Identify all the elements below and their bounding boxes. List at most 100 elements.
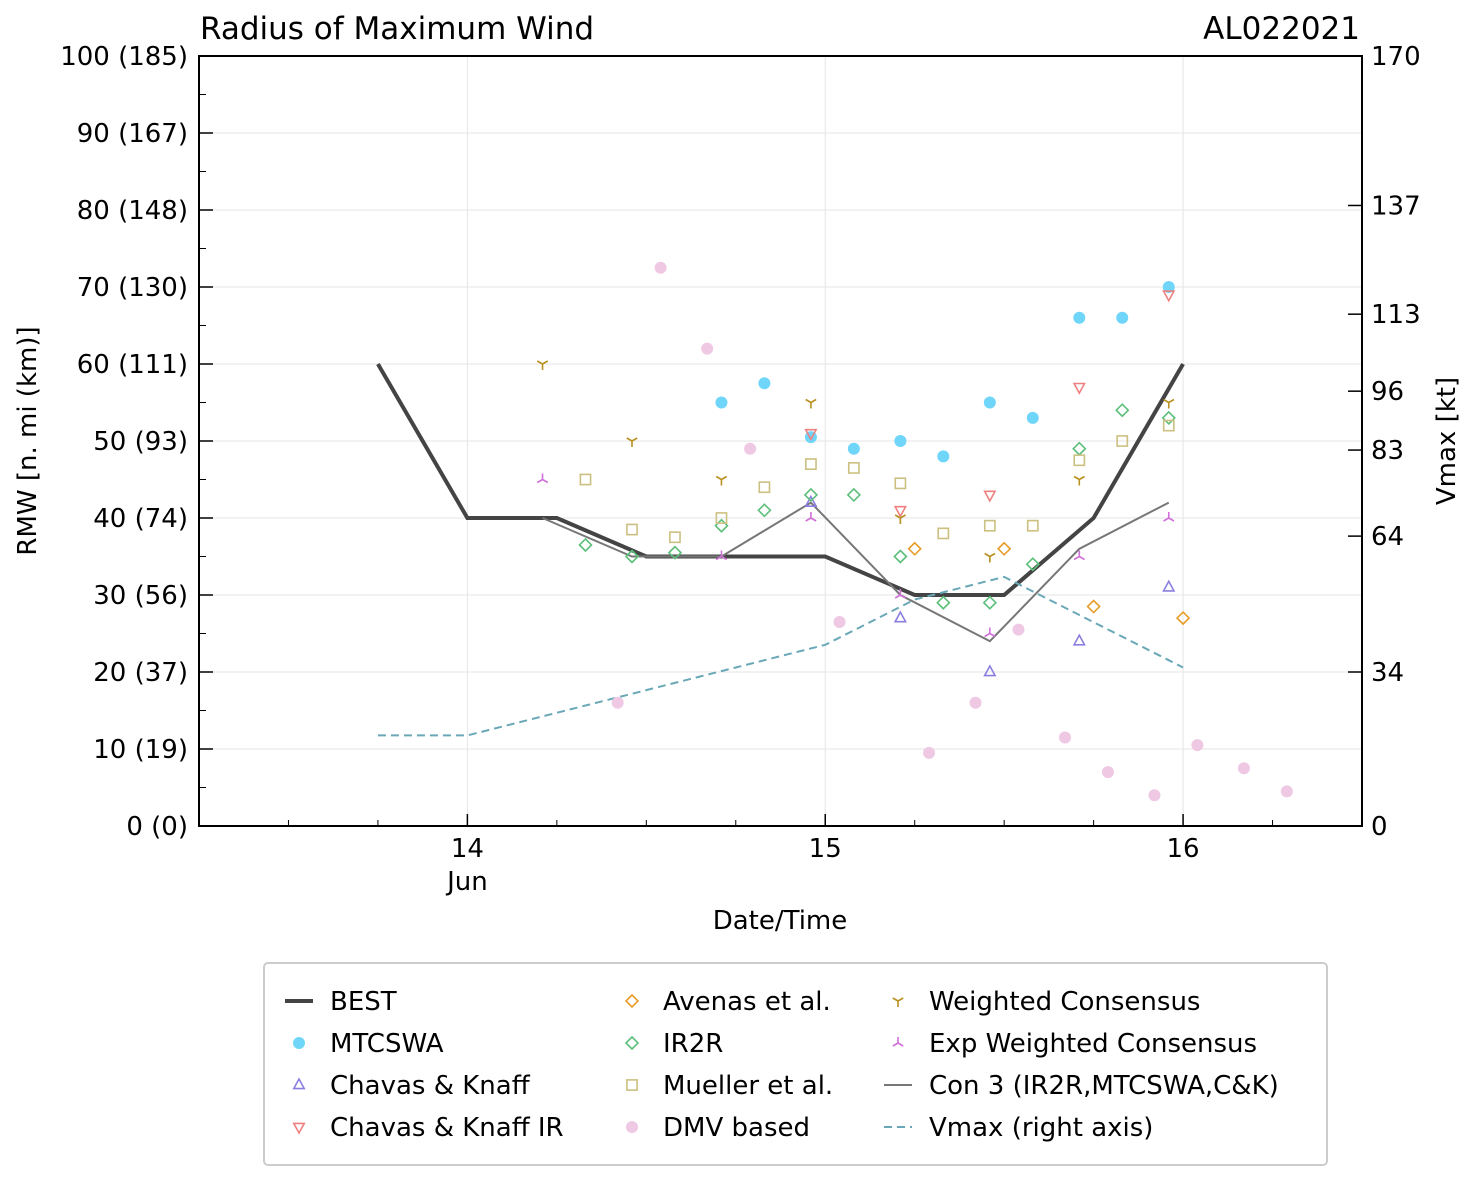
exp-weighted-consensus-point xyxy=(536,473,549,484)
dmv-based-point xyxy=(923,746,936,759)
mtcswa-point xyxy=(1116,311,1129,324)
x-axis-label: Date/Time xyxy=(713,906,848,936)
vmax-right-axis-line xyxy=(377,575,1184,737)
x-tick-label: 15 xyxy=(809,834,842,864)
dmv-based-point xyxy=(1148,789,1161,802)
ir2r-point xyxy=(982,595,997,610)
ir2r-point xyxy=(1025,557,1040,572)
ir2r-point xyxy=(1161,410,1176,426)
dmv-based-point xyxy=(969,696,982,709)
y-tick-label: 60 (111) xyxy=(77,350,188,380)
con-3-ir2r-mtcswa-c-k-line xyxy=(542,501,1170,643)
weighted-consensus-point xyxy=(715,475,728,486)
y2-tick-label: 64 xyxy=(1371,522,1404,552)
dmv-based-point xyxy=(1058,731,1071,744)
y-tick-label: 80 (148) xyxy=(77,196,188,226)
legend-swatch-ir2r xyxy=(624,1035,640,1051)
weighted-consensus-point xyxy=(1073,475,1085,486)
exp-weighted-consensus-point xyxy=(805,512,817,522)
chavas-knaff-ir-point xyxy=(983,490,997,503)
best-line xyxy=(376,362,1185,597)
legend-label-exp-weighted-consensus: Exp Weighted Consensus xyxy=(929,1029,1257,1059)
y2-axis-label: Vmax [kt] xyxy=(1432,377,1462,505)
ir2r-point xyxy=(714,518,729,533)
ir2r-point xyxy=(757,503,772,518)
chavas-knaff-ir-point xyxy=(804,428,818,441)
weighted-consensus-point xyxy=(536,360,549,370)
y2-tick-label: 113 xyxy=(1371,300,1421,330)
ir2r-point xyxy=(936,595,951,610)
mtcswa-point xyxy=(983,396,996,409)
avenas-et-al-point xyxy=(1086,599,1101,614)
y-tick-label: 10 (19) xyxy=(93,735,188,765)
dmv-based-point xyxy=(744,442,757,455)
mtcswa-point xyxy=(1026,411,1039,424)
mueller-et-al-point xyxy=(1162,419,1175,432)
dmv-based-point xyxy=(1012,623,1025,636)
chavas-knaff-ir-point xyxy=(893,505,907,518)
legend-swatch-dmv-based xyxy=(626,1121,638,1133)
legend: BEST MTCSWA Chavas & Knaff Chavas & Knaff I… xyxy=(263,962,1328,1166)
legend-label-ir2r: IR2R xyxy=(663,1029,723,1059)
legend-label-mtcswa: MTCSWA xyxy=(330,1029,444,1059)
y-tick-label: 30 (56) xyxy=(93,581,188,611)
mueller-et-al-point xyxy=(626,523,638,536)
exp-weighted-consensus-point xyxy=(894,589,906,599)
ir2r-point xyxy=(667,545,683,560)
legend-label-mueller-et-al: Mueller et al. xyxy=(663,1071,833,1101)
exp-weighted-consensus-point xyxy=(1163,512,1175,522)
weighted-consensus-point xyxy=(626,437,638,447)
storm-id: AL022021 xyxy=(1203,11,1360,47)
y2-tick-label: 34 xyxy=(1371,658,1404,688)
mtcswa-point xyxy=(758,377,771,390)
mueller-et-al-point xyxy=(669,531,681,544)
legend-label-chavas-knaff-ir: Chavas & Knaff IR xyxy=(330,1113,564,1143)
series-markers xyxy=(536,261,1293,802)
legend-box xyxy=(263,962,1328,1166)
legend-label-dmv-based: DMV based xyxy=(663,1113,810,1143)
ir2r-point xyxy=(1115,403,1130,418)
y-tick-label: 90 (167) xyxy=(77,119,188,149)
avenas-et-al-point xyxy=(997,541,1012,556)
mueller-et-al-point xyxy=(758,481,771,494)
exp-weighted-consensus-point xyxy=(984,627,996,638)
mueller-et-al-point xyxy=(715,512,728,524)
dmv-based-point xyxy=(701,342,714,355)
mtcswa-point xyxy=(1162,281,1175,293)
y-tick-label: 20 (37) xyxy=(93,658,188,688)
ir2r-point xyxy=(624,549,640,564)
chavas-knaff-ir-point xyxy=(1072,382,1086,395)
y-tick-label: 50 (93) xyxy=(93,427,188,457)
weighted-consensus-point xyxy=(984,552,996,563)
x-tick-label: 16 xyxy=(1167,834,1200,864)
mueller-et-al-point xyxy=(983,519,996,532)
mueller-et-al-point xyxy=(847,462,860,474)
mtcswa-point xyxy=(715,396,728,409)
legend-swatch-exp-weighted-consensus xyxy=(892,1037,904,1047)
exp-weighted-consensus-point xyxy=(1073,550,1085,561)
series-lines xyxy=(376,362,1185,737)
y2-tick-label: 83 xyxy=(1371,436,1404,466)
chavas-knaff-point xyxy=(1162,579,1176,592)
ir2r-point xyxy=(846,487,861,503)
y2-tick-label: 137 xyxy=(1371,191,1421,221)
chavas-knaff-point xyxy=(893,610,907,623)
legend-label-best: BEST xyxy=(330,987,397,1017)
weighted-consensus-point xyxy=(805,398,817,409)
exp-weighted-consensus-point xyxy=(715,550,728,561)
mtcswa-point xyxy=(1073,311,1086,324)
chavas-knaff-point xyxy=(804,494,818,508)
dmv-based-point xyxy=(1101,766,1114,779)
legend-label-avenas-et-al: Avenas et al. xyxy=(663,987,831,1017)
legend-swatch-weighted-consensus xyxy=(892,997,904,1007)
mueller-et-al-point xyxy=(1073,454,1086,467)
avenas-et-al-point xyxy=(1175,610,1191,626)
mtcswa-point xyxy=(937,450,950,463)
weighted-consensus-point xyxy=(1163,398,1175,409)
grid xyxy=(199,55,1362,827)
legend-swatch-mtcswa xyxy=(293,1037,305,1049)
legend-swatch-chavas-knaff-ir xyxy=(292,1122,306,1135)
dmv-based-point xyxy=(1280,785,1293,798)
